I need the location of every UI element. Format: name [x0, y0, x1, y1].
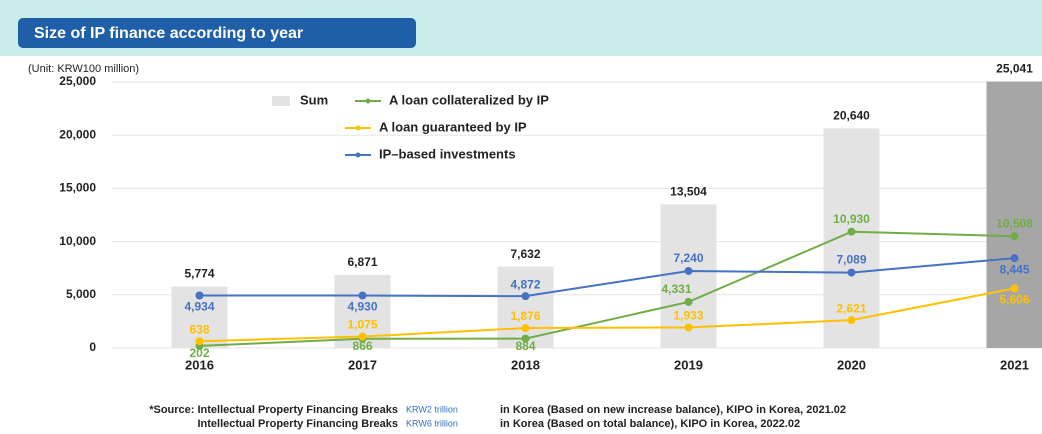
line — [199, 287, 1015, 343]
bar-value-label: 7,632 — [510, 247, 540, 261]
line-marker — [195, 337, 204, 346]
bar — [986, 81, 1042, 349]
bar-value-label: 25,041 — [996, 62, 1033, 76]
legend-label: Sum — [300, 92, 328, 107]
chart-title: Size of IP finance according to year — [34, 25, 303, 42]
line-value-label: 7,240 — [673, 251, 703, 265]
legend-swatch — [272, 96, 290, 106]
line-value-label: 10,508 — [996, 216, 1033, 230]
line-marker — [521, 334, 530, 343]
bar-value-label: 5,774 — [184, 267, 214, 281]
line-marker — [684, 297, 693, 306]
legend-marker — [355, 125, 361, 131]
source-text: in Korea (Based on total balance), KIPO … — [500, 418, 800, 430]
line-marker — [358, 291, 367, 300]
line-marker — [521, 292, 530, 301]
legend-marker — [355, 152, 361, 158]
source-amount: KRW6 trillion — [406, 418, 458, 428]
line-value-label: 7,089 — [836, 253, 866, 267]
legend-label: A loan guaranteed by IP — [379, 119, 527, 134]
line-value-label: 4,930 — [347, 300, 377, 314]
line-marker — [1010, 284, 1019, 293]
line-value-label: 5,606 — [999, 293, 1029, 307]
line-marker — [358, 332, 367, 341]
line-value-label: 8,445 — [999, 262, 1029, 276]
line-value-label: 1,075 — [347, 318, 377, 332]
line — [199, 257, 1015, 298]
line-value-label: 10,930 — [833, 212, 870, 226]
source-amount: KRW2 trillion — [406, 404, 458, 414]
bar — [823, 128, 880, 348]
y-tick-label: 15,000 — [59, 181, 96, 195]
line-value-label: 866 — [352, 339, 372, 353]
bar-value-label: 13,504 — [670, 184, 707, 198]
line-marker — [521, 324, 530, 333]
title-box — [18, 18, 416, 48]
bar-value-label: 6,871 — [347, 255, 377, 269]
unit-label: (Unit: KRW100 million) — [28, 63, 139, 75]
line-value-label: 4,331 — [661, 282, 691, 296]
bar-value-label: 20,640 — [833, 109, 870, 123]
x-tick-label: 2017 — [348, 357, 377, 372]
line-value-label: 638 — [189, 322, 209, 336]
line-marker — [847, 316, 856, 325]
line-value-label: 1,876 — [510, 309, 540, 323]
line-value-label: 884 — [515, 339, 535, 353]
y-tick-label: 25,000 — [59, 74, 96, 88]
legend-label: IP–based investments — [379, 146, 516, 161]
line-value-label: 202 — [189, 346, 209, 360]
line-marker — [1010, 254, 1019, 263]
x-tick-label: 2018 — [511, 357, 540, 372]
line-value-label: 1,933 — [673, 309, 703, 323]
y-tick-label: 5,000 — [66, 287, 96, 301]
y-tick-label: 0 — [89, 340, 96, 354]
x-tick-label: 2021 — [1000, 357, 1029, 372]
line-marker — [195, 291, 204, 300]
line — [199, 230, 1015, 347]
x-tick-label: 2016 — [185, 357, 214, 372]
legend-marker — [365, 98, 371, 104]
source-text: *Source: Intellectual Property Financing… — [149, 404, 398, 416]
line-marker — [684, 266, 693, 275]
source-text: in Korea (Based on new increase balance)… — [500, 404, 846, 416]
x-tick-label: 2019 — [674, 357, 703, 372]
line-marker — [847, 227, 856, 236]
line-value-label: 4,872 — [510, 277, 540, 291]
line-value-label: 2,621 — [836, 301, 866, 315]
legend-label: A loan collateralized by IP — [389, 92, 549, 107]
line-marker — [847, 268, 856, 277]
x-tick-label: 2020 — [837, 357, 866, 372]
source-text: Intellectual Property Financing Breaks — [197, 418, 398, 430]
y-tick-label: 20,000 — [59, 127, 96, 141]
y-tick-label: 10,000 — [59, 234, 96, 248]
line-value-label: 4,934 — [184, 300, 214, 314]
line-marker — [1010, 232, 1019, 241]
line-marker — [684, 323, 693, 332]
